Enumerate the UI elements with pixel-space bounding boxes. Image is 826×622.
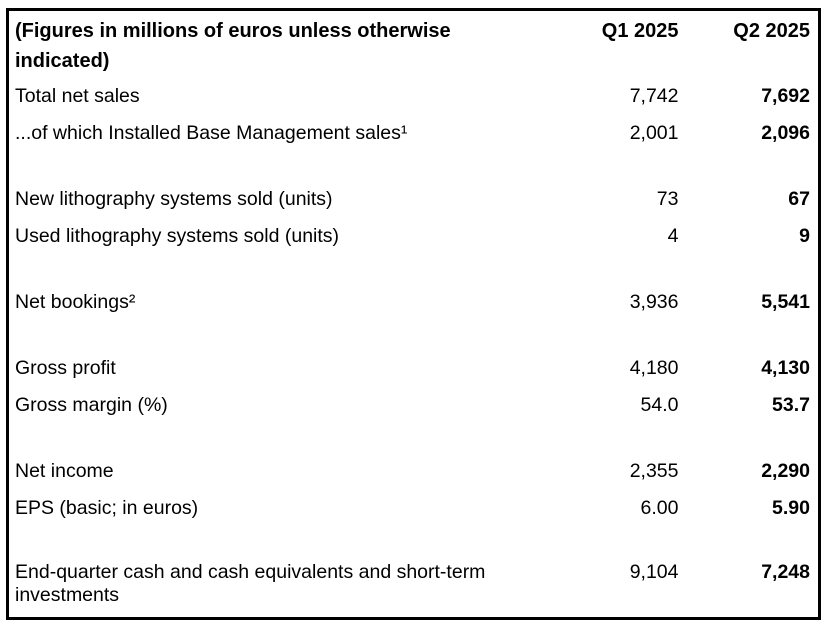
table-row: ...of which Installed Base Management sa… bbox=[8, 115, 820, 152]
q2-value: 9 bbox=[799, 225, 810, 247]
q2-value: 67 bbox=[788, 188, 810, 210]
q2-value: 5,541 bbox=[761, 291, 810, 313]
table-body: Total net sales 7,742 7,692 ...of which Ins… bbox=[8, 78, 820, 618]
q1-value bbox=[541, 152, 687, 181]
table-row: Used lithography systems sold (units) 4 9 bbox=[8, 218, 820, 255]
table-row: End-quarter cash and cash equivalents an… bbox=[8, 556, 820, 618]
spacer-row bbox=[8, 152, 820, 181]
q2-value bbox=[687, 152, 820, 181]
spacer-row bbox=[8, 424, 820, 453]
q2-value: 53.7 bbox=[772, 394, 810, 416]
q1-value bbox=[541, 527, 687, 556]
q1-value bbox=[541, 255, 687, 284]
row-label bbox=[8, 152, 541, 181]
row-label bbox=[8, 527, 541, 556]
q1-value: 2,001 bbox=[629, 122, 679, 144]
q2-value: 7,692 bbox=[761, 85, 810, 107]
q1-value: 73 bbox=[656, 188, 679, 210]
row-label: New lithography systems sold (units) bbox=[15, 188, 333, 210]
table-row: Net income 2,355 2,290 bbox=[8, 453, 820, 490]
q1-value: 3,936 bbox=[629, 291, 679, 313]
spacer-row bbox=[8, 527, 820, 556]
table-row: Net bookings² 3,936 5,541 bbox=[8, 284, 820, 321]
quarterly-results-table: (Figures in millions of euros unless oth… bbox=[6, 8, 821, 620]
q2-value: 4,130 bbox=[761, 357, 810, 379]
header-row: (Figures in millions of euros unless oth… bbox=[8, 10, 820, 79]
q1-value: 6.00 bbox=[640, 497, 679, 519]
table-row: New lithography systems sold (units) 73 67 bbox=[8, 181, 820, 218]
q1-value: 54.0 bbox=[640, 394, 679, 416]
row-label: EPS (basic; in euros) bbox=[15, 497, 199, 519]
column-header-q1-2025: Q1 2025 bbox=[601, 20, 679, 42]
q2-value bbox=[687, 255, 820, 284]
q1-value bbox=[541, 424, 687, 453]
row-label: Net income bbox=[15, 460, 114, 482]
row-label: Net bookings² bbox=[15, 291, 136, 313]
q2-value: 2,096 bbox=[761, 122, 810, 144]
q2-value: 7,248 bbox=[761, 561, 810, 583]
table-row: Gross profit 4,180 4,130 bbox=[8, 350, 820, 387]
table-header: (Figures in millions of euros unless oth… bbox=[8, 10, 820, 79]
table-row: EPS (basic; in euros) 6.00 5.90 bbox=[8, 490, 820, 527]
q1-value: 4,180 bbox=[629, 357, 679, 379]
spacer-row bbox=[8, 321, 820, 350]
row-label: Total net sales bbox=[15, 85, 140, 107]
row-label bbox=[8, 424, 541, 453]
row-label: Gross profit bbox=[15, 357, 116, 379]
q2-value bbox=[687, 424, 820, 453]
row-label: Used lithography systems sold (units) bbox=[15, 225, 340, 247]
q1-value: 7,742 bbox=[629, 85, 679, 107]
q2-value: 5.90 bbox=[772, 497, 810, 519]
spacer-row bbox=[8, 255, 820, 284]
row-label: Gross margin (%) bbox=[15, 394, 168, 416]
q1-value: 2,355 bbox=[629, 460, 679, 482]
units-note-header: (Figures in millions of euros unless oth… bbox=[15, 20, 451, 72]
q2-value bbox=[687, 321, 820, 350]
table-row: Total net sales 7,742 7,692 bbox=[8, 78, 820, 115]
q1-value: 4 bbox=[667, 225, 679, 247]
q1-value: 9,104 bbox=[629, 561, 679, 583]
q2-value: 2,290 bbox=[761, 460, 810, 482]
row-label bbox=[8, 321, 541, 350]
table-row: Gross margin (%) 54.0 53.7 bbox=[8, 387, 820, 424]
q1-value bbox=[541, 321, 687, 350]
q2-value bbox=[687, 527, 820, 556]
row-label bbox=[8, 255, 541, 284]
column-header-q2-2025: Q2 2025 bbox=[733, 20, 810, 42]
row-label: ...of which Installed Base Management sa… bbox=[15, 122, 408, 144]
row-label: End-quarter cash and cash equivalents an… bbox=[15, 561, 486, 606]
